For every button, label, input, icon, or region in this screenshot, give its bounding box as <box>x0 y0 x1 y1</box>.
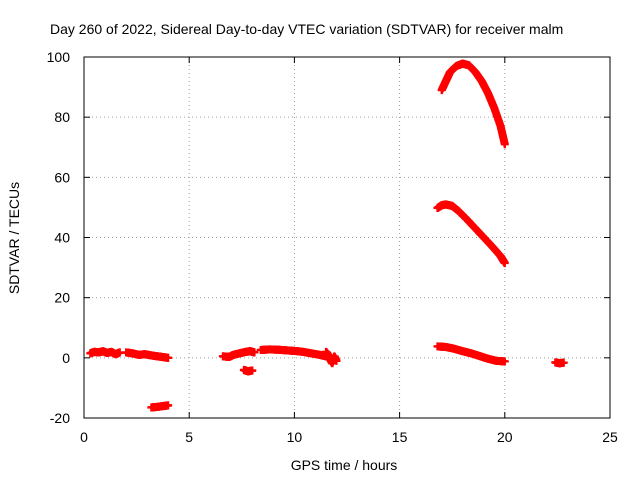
data-point <box>500 140 509 149</box>
axis-ticks <box>83 56 611 419</box>
y-tick-label: 20 <box>54 290 70 306</box>
x-tick-label: 15 <box>392 429 408 445</box>
y-tick-label: 60 <box>54 169 70 185</box>
series-segment-11 <box>551 358 568 368</box>
data-point <box>250 348 259 357</box>
y-tick-label: 40 <box>54 230 70 246</box>
y-tick-label: -20 <box>50 410 70 426</box>
x-tick-label: 25 <box>602 429 618 445</box>
data-point <box>559 358 568 367</box>
series-segment-10 <box>437 59 509 149</box>
x-tick-label: 0 <box>80 429 88 445</box>
data-point <box>164 353 173 362</box>
series-segment-2 <box>122 348 173 362</box>
series-segment-7 <box>321 347 341 368</box>
series-segment-9 <box>433 200 509 268</box>
x-axis-label: GPS time / hours <box>291 457 398 473</box>
chart-title: Day 260 of 2022, Sidereal Day-to-day VTE… <box>50 21 563 37</box>
series-segment-3 <box>147 401 173 412</box>
series-segment-8 <box>433 342 509 366</box>
data-point <box>332 356 341 365</box>
data-point <box>500 357 509 366</box>
data-point <box>500 259 509 268</box>
x-tick-label: 20 <box>497 429 513 445</box>
series-segment-4 <box>218 347 259 361</box>
x-tick-label: 5 <box>185 429 193 445</box>
y-tick-label: 100 <box>47 49 71 65</box>
y-axis-label: SDTVAR / TECUs <box>6 182 22 294</box>
x-tick-label: 10 <box>287 429 303 445</box>
series-segment-1 <box>86 347 124 359</box>
series-segment-5 <box>239 365 257 376</box>
data-points <box>86 59 568 412</box>
data-point <box>248 366 257 375</box>
data-point <box>164 401 173 410</box>
tick-labels: 0 5 10 15 20 25 -20 0 20 40 60 80 100 <box>47 49 618 445</box>
y-tick-label: 80 <box>54 109 70 125</box>
y-tick-label: 0 <box>62 350 70 366</box>
